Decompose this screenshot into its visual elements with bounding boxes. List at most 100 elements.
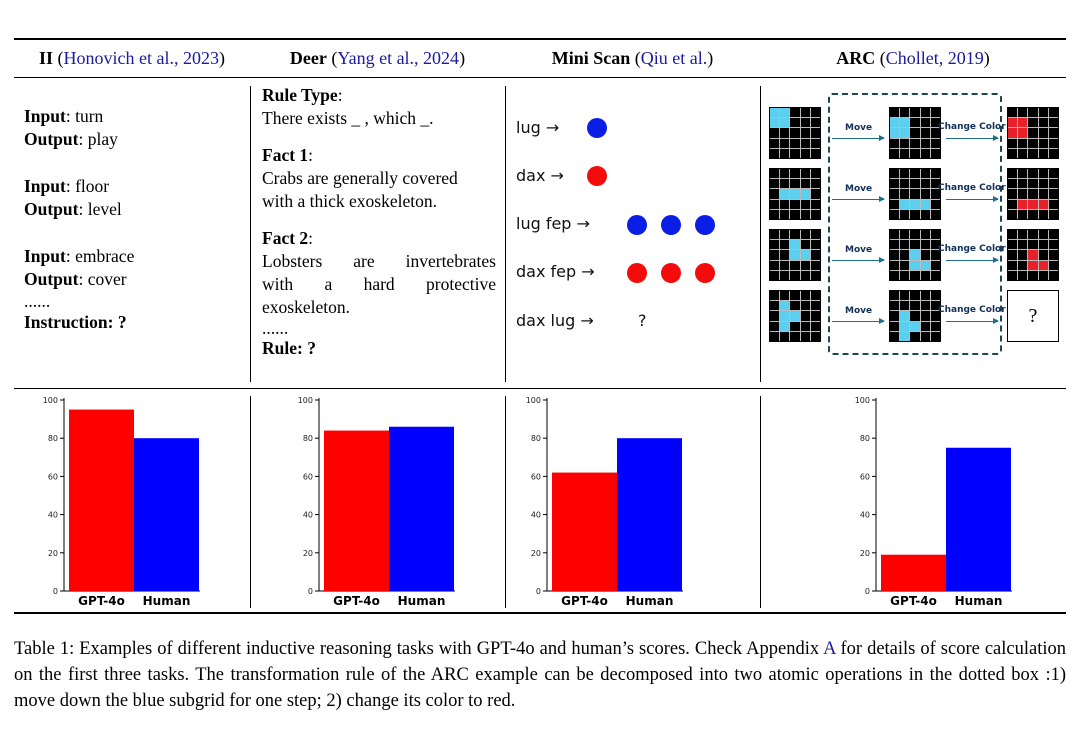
move-arrow bbox=[832, 318, 885, 324]
chart-tick-label: 100 bbox=[526, 396, 541, 405]
move-label: Move bbox=[845, 245, 873, 255]
deer-rule-type: Rule Type: bbox=[262, 85, 343, 105]
chart-bar bbox=[69, 409, 134, 591]
chart-divider-2 bbox=[505, 396, 506, 608]
change-color-label: Change Color bbox=[938, 244, 1006, 254]
ii-ellipsis: ...... bbox=[24, 291, 51, 311]
deer-fact2-label: Fact 2: bbox=[262, 228, 314, 248]
chart-tick-label: 60 bbox=[531, 472, 541, 481]
chart-tick-label: 100 bbox=[855, 396, 870, 405]
change-color-label: Change Color bbox=[938, 183, 1006, 193]
chart-bar bbox=[389, 426, 454, 591]
change-color-arrow bbox=[946, 196, 999, 202]
deer-rule-question: Rule: ? bbox=[262, 338, 316, 358]
chart-tick-label: 60 bbox=[48, 472, 58, 481]
chart-tick-label: 80 bbox=[860, 434, 870, 443]
header-ii: II (Honovich et al., 2023) bbox=[39, 48, 225, 68]
chart-tick-label: 20 bbox=[860, 549, 870, 558]
chart-bar bbox=[881, 554, 946, 591]
chart-tick-label: 60 bbox=[303, 472, 313, 481]
col-divider-1 bbox=[250, 86, 251, 382]
chart-bar bbox=[617, 438, 682, 591]
chart-tick-label: 40 bbox=[303, 511, 313, 520]
col-divider-2 bbox=[505, 86, 506, 382]
change-color-label: Change Color bbox=[938, 305, 1006, 315]
arc-input-grid bbox=[769, 168, 821, 220]
arc-output-grid bbox=[1007, 168, 1059, 220]
arc-output-grid bbox=[1007, 107, 1059, 159]
chart-tick-label: 80 bbox=[48, 434, 58, 443]
arc-input-grid bbox=[769, 290, 821, 342]
chart-tick-label: 40 bbox=[531, 511, 541, 520]
move-arrow bbox=[832, 135, 885, 141]
chart-category-label: Human bbox=[955, 594, 1003, 608]
ii-output-2: Output: level bbox=[24, 199, 122, 219]
chart-category-label: Human bbox=[398, 594, 446, 608]
atomic-operations-box bbox=[828, 93, 1002, 355]
ii-instruction: Instruction: ? bbox=[24, 312, 127, 332]
top-rule bbox=[14, 38, 1066, 40]
chart-tick-label: 20 bbox=[531, 549, 541, 558]
red-circle bbox=[695, 263, 715, 283]
blue-circle bbox=[695, 215, 715, 235]
chart-tick-label: 20 bbox=[303, 549, 313, 558]
appendix-link[interactable]: A bbox=[823, 639, 836, 659]
chart-bar bbox=[134, 438, 199, 591]
header-deer: Deer (Yang et al., 2024) bbox=[289, 48, 466, 68]
score-charts: 0 20 40 60 80 100 GPT-4o Human 0 20 40 60 80 100 GPT-4… bbox=[43, 396, 1012, 608]
blue-circle bbox=[587, 118, 607, 138]
ii-output-3: Output: cover bbox=[24, 269, 127, 289]
chart-tick-label: 100 bbox=[43, 396, 58, 405]
deer-fact1-label: Fact 1: bbox=[262, 145, 314, 165]
chart-category-label: GPT-4o bbox=[333, 594, 380, 608]
citation-link[interactable]: Yang et al., 2024 bbox=[337, 48, 460, 68]
chart-category-label: GPT-4o bbox=[78, 594, 125, 608]
change-color-arrow bbox=[946, 318, 999, 324]
ii-input-1: Input: turn bbox=[24, 106, 104, 126]
arc-unknown-output: ? bbox=[1007, 290, 1059, 342]
deer-fact2-line: exoskeleton. bbox=[262, 297, 350, 317]
ii-input-3: Input: embrace bbox=[24, 246, 135, 266]
chart-tick-label: 40 bbox=[860, 511, 870, 520]
scan-row-1: lug → bbox=[516, 118, 560, 137]
chart-tick-label: 60 bbox=[860, 472, 870, 481]
chart-tick-label: 0 bbox=[308, 587, 313, 596]
citation-link[interactable]: Qiu et al. bbox=[640, 48, 708, 68]
chart-category-label: GPT-4o bbox=[890, 594, 937, 608]
header-mini-scan: Mini Scan (Qiu et al.) bbox=[551, 48, 714, 68]
ii-output-1: Output: play bbox=[24, 129, 118, 149]
chart-bar bbox=[552, 472, 617, 591]
chart-tick-label: 80 bbox=[531, 434, 541, 443]
deer-fact2-line: Lobsters are invertebrates bbox=[262, 251, 496, 271]
chart-bar bbox=[946, 447, 1011, 591]
ii-input-2: Input: floor bbox=[24, 176, 110, 196]
deer-example: Rule Type: There exists _ , which _. Fac… bbox=[262, 84, 496, 360]
move-arrow bbox=[832, 196, 885, 202]
red-circle bbox=[661, 263, 681, 283]
arc-output-grid bbox=[1007, 229, 1059, 281]
move-label: Move bbox=[845, 306, 873, 316]
scan-row-2: dax → bbox=[516, 166, 564, 185]
deer-ellipsis: ...... bbox=[262, 318, 289, 338]
col-divider-3 bbox=[760, 86, 761, 382]
move-label: Move bbox=[845, 184, 873, 194]
change-color-arrow bbox=[946, 257, 999, 263]
citation-link[interactable]: Honovich et al., 2023 bbox=[63, 48, 219, 68]
deer-fact2-line: with a hard protective bbox=[262, 274, 496, 294]
chart-divider-1 bbox=[250, 396, 251, 608]
mid-rule bbox=[14, 388, 1066, 389]
arc-moved-grid bbox=[889, 168, 941, 220]
chart-tick-label: 0 bbox=[536, 587, 541, 596]
chart-divider-3 bbox=[760, 396, 761, 608]
chart-tick-label: 0 bbox=[865, 587, 870, 596]
chart-bar bbox=[324, 430, 389, 591]
scan-question: ? bbox=[638, 311, 647, 330]
arc-moved-grid bbox=[889, 229, 941, 281]
citation-link[interactable]: Chollet, 2019 bbox=[885, 48, 984, 68]
chart-category-label: GPT-4o bbox=[561, 594, 608, 608]
chart-category-label: Human bbox=[143, 594, 191, 608]
chart-tick-label: 40 bbox=[48, 511, 58, 520]
ii-examples: Input: turn Output: play Input: floor Ou… bbox=[24, 105, 134, 334]
deer-fact1-line: Crabs are generally covered bbox=[262, 168, 458, 188]
header-rule bbox=[14, 77, 1066, 78]
